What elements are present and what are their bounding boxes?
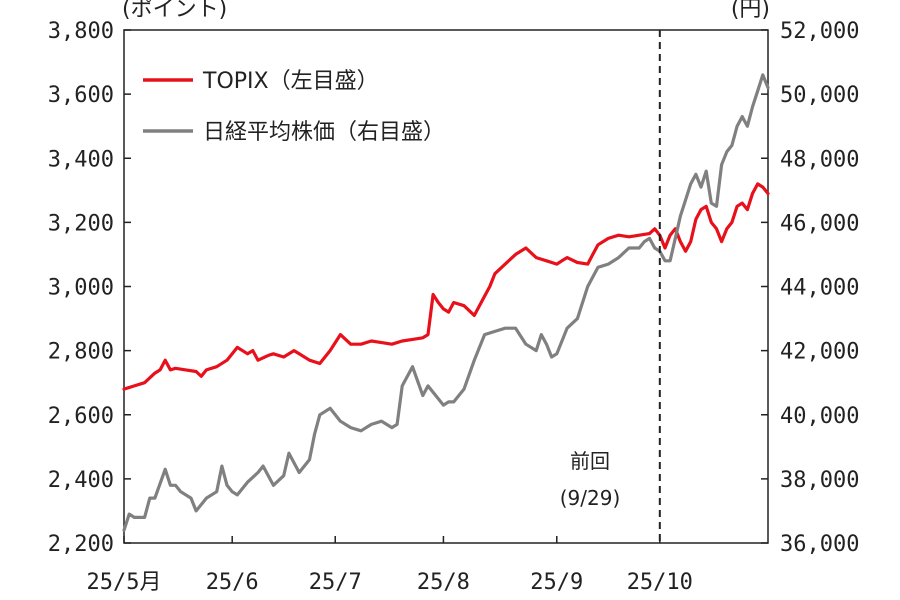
right-tick-label: 52,000 xyxy=(780,19,859,44)
left-tick-label: 2,600 xyxy=(48,404,114,429)
x-tick-label: 25/6 xyxy=(206,570,259,595)
right-tick-label: 36,000 xyxy=(780,532,859,557)
legend-label-topix: TOPIX（左目盛） xyxy=(202,69,379,94)
topix-line xyxy=(122,182,770,391)
left-tick-label: 2,200 xyxy=(48,532,114,557)
nikkei-line xyxy=(122,73,770,532)
right-unit-label: (円) xyxy=(731,0,770,22)
left-tick-label: 3,600 xyxy=(48,83,114,108)
x-tick-label: 25/8 xyxy=(417,570,470,595)
right-tick-label: 40,000 xyxy=(780,404,859,429)
x-tick-label: 25/9 xyxy=(530,570,583,595)
x-tick-label: 25/5月 xyxy=(87,570,162,595)
annotation-label-line2: (9/29) xyxy=(560,486,621,510)
left-tick-label: 2,400 xyxy=(48,468,114,493)
x-tick-label: 25/10 xyxy=(627,570,693,595)
right-tick-label: 38,000 xyxy=(780,468,859,493)
right-tick-label: 44,000 xyxy=(780,276,859,301)
right-tick-label: 46,000 xyxy=(780,211,859,236)
x-tick-label: 25/7 xyxy=(309,570,362,595)
left-unit-label: (ポイント) xyxy=(122,0,227,22)
left-tick-label: 3,200 xyxy=(48,211,114,236)
annotation-label-line1: 前回 xyxy=(570,449,610,473)
right-tick-label: 42,000 xyxy=(780,340,859,365)
right-tick-label: 48,000 xyxy=(780,147,859,172)
left-tick-label: 3,400 xyxy=(48,147,114,172)
left-tick-label: 3,800 xyxy=(48,19,114,44)
left-tick-label: 3,000 xyxy=(48,276,114,301)
left-tick-label: 2,800 xyxy=(48,340,114,365)
right-tick-label: 50,000 xyxy=(780,83,859,108)
legend-label-nikkei: 日経平均株価（右目盛） xyxy=(203,120,445,145)
